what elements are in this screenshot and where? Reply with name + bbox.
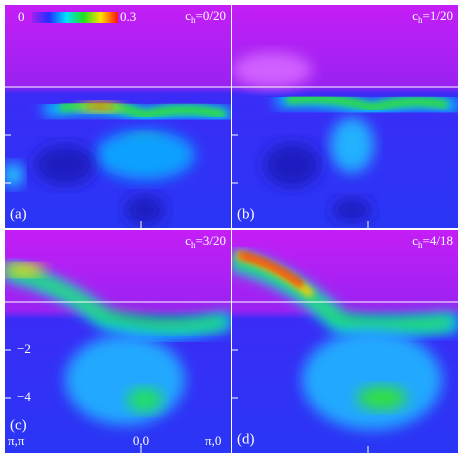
blob (5, 163, 23, 187)
blob (357, 386, 407, 410)
doping-label: ch=1/20 (412, 8, 453, 25)
doping-label: ch=4/18 (412, 233, 453, 250)
blob (90, 103, 110, 109)
colorbar-min: 0 (18, 9, 25, 24)
doping: =0/20 (196, 8, 226, 23)
spectral-map (232, 230, 458, 453)
panel-label: (b) (237, 206, 255, 222)
panel-label: (c) (10, 417, 27, 433)
blob (232, 52, 312, 88)
band (5, 265, 226, 330)
blob (330, 117, 374, 173)
spectral-map (232, 5, 458, 228)
blob (95, 130, 195, 180)
doping: =1/20 (423, 8, 453, 23)
colorbar-max: 0.3 (120, 9, 136, 24)
band (239, 252, 304, 287)
subscript: h (191, 15, 196, 25)
blob (35, 145, 95, 185)
subscript: h (191, 240, 196, 250)
blob (302, 330, 442, 430)
band (232, 255, 453, 330)
blob (127, 388, 163, 412)
spectral-map (5, 5, 231, 228)
panel: (a) ch=0/20 0 0.3 (5, 5, 231, 228)
symbol: c (412, 8, 418, 23)
blob (332, 198, 372, 222)
doping-label: ch=3/20 (185, 233, 226, 250)
symbol: c (185, 8, 191, 23)
blob (264, 143, 320, 187)
panel: (d) ch=4/18 (232, 230, 458, 453)
panels: (a)ch=0/200 0.3(b)ch=1/20−2−4(c)ch=3/20π,… (5, 5, 458, 453)
background (232, 5, 458, 228)
y-tick-label: −4 (17, 389, 31, 404)
blob (5, 264, 45, 276)
panel: (b) ch=1/20 (232, 5, 458, 228)
doping-label: ch=0/20 (185, 8, 226, 25)
subscript: h (418, 15, 423, 25)
colorbar (32, 12, 118, 23)
blob (125, 195, 165, 225)
subscript: h (418, 240, 423, 250)
panel-label: (a) (10, 206, 27, 222)
doping: =3/20 (196, 233, 226, 248)
y-tick-label: −2 (17, 341, 31, 356)
doping: =4/18 (423, 233, 453, 248)
band (286, 94, 448, 113)
x-label: π,π (8, 433, 25, 448)
panel: −2 −4 (c) ch=3/20 π,π 0,0 π,0 (5, 230, 231, 453)
blob (65, 335, 185, 425)
spectral-map (5, 230, 231, 453)
x-label: 0,0 (133, 433, 149, 448)
symbol: c (412, 233, 418, 248)
x-label: π,0 (205, 433, 221, 448)
symbol: c (185, 233, 191, 248)
panel-label: (d) (237, 431, 255, 447)
